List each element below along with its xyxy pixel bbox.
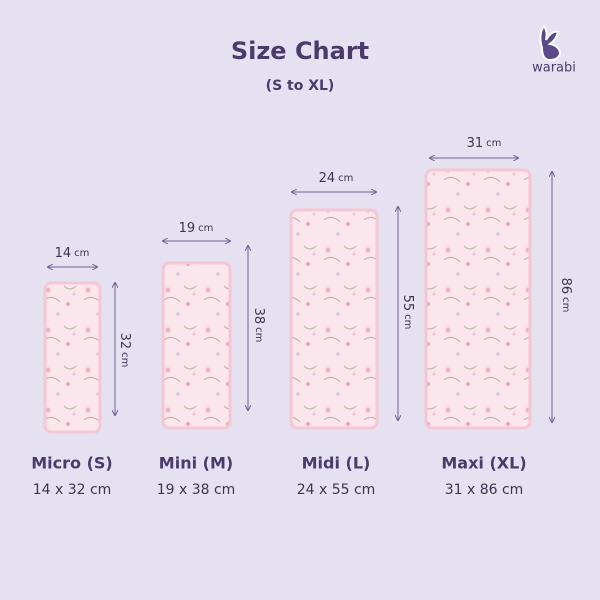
height-value: 86	[559, 278, 574, 295]
width-value: 24	[319, 171, 336, 186]
mat	[424, 168, 532, 430]
width-label: 24 cm	[319, 171, 354, 186]
size-name: Micro (S)	[31, 454, 113, 473]
mat	[43, 281, 102, 434]
size-name: Midi (L)	[302, 454, 371, 473]
width-value: 14	[55, 246, 72, 261]
size-name: Mini (M)	[159, 454, 233, 473]
height-value: 55	[401, 295, 416, 312]
size-dimensions: 24 x 55 cm	[297, 482, 376, 498]
height-label: 55 cm	[401, 295, 416, 330]
brand: warabi	[532, 61, 576, 76]
height-unit: cm	[253, 327, 264, 342]
title: Size Chart	[231, 37, 369, 65]
height-label: 86 cm	[559, 278, 574, 313]
subtitle: (S to XL)	[266, 78, 335, 94]
width-label: 19 cm	[179, 221, 214, 236]
width-unit: cm	[198, 223, 213, 234]
width-unit: cm	[74, 248, 89, 259]
height-unit: cm	[119, 352, 130, 367]
width-value: 31	[467, 136, 484, 151]
width-label: 14 cm	[55, 246, 90, 261]
height-unit: cm	[560, 297, 571, 312]
size-dimensions: 14 x 32 cm	[33, 482, 112, 498]
width-unit: cm	[338, 173, 353, 184]
width-value: 19	[179, 221, 196, 236]
height-label: 38 cm	[252, 308, 267, 343]
mat	[161, 261, 232, 430]
size-dimensions: 19 x 38 cm	[157, 482, 236, 498]
height-unit: cm	[402, 314, 413, 329]
size-name: Maxi (XL)	[441, 454, 526, 473]
size-dimensions: 31 x 86 cm	[445, 482, 524, 498]
height-label: 32 cm	[118, 333, 133, 368]
mat	[289, 208, 379, 430]
brand-icon	[539, 24, 562, 62]
height-value: 38	[252, 308, 267, 325]
height-value: 32	[118, 333, 133, 350]
width-label: 31 cm	[467, 136, 502, 151]
width-unit: cm	[486, 138, 501, 149]
